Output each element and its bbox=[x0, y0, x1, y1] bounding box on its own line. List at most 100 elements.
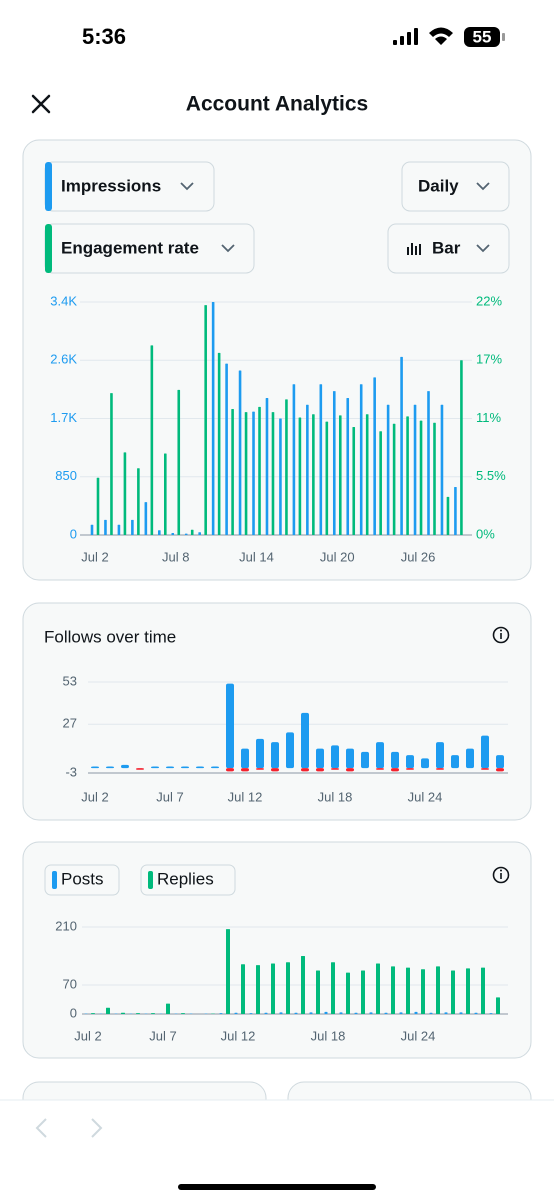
bar bbox=[354, 1012, 358, 1014]
bar bbox=[301, 712, 309, 769]
bar bbox=[391, 751, 399, 769]
bar bbox=[369, 1012, 373, 1014]
bar bbox=[440, 404, 444, 535]
bar bbox=[421, 969, 425, 1014]
x-tick-label: Jul 7 bbox=[149, 1028, 176, 1043]
bar bbox=[436, 768, 444, 770]
x-tick-label: Jul 18 bbox=[318, 789, 353, 804]
bar bbox=[219, 1013, 223, 1014]
bar bbox=[346, 397, 350, 535]
period-dropdown[interactable] bbox=[401, 161, 510, 212]
x-tick-label: Jul 24 bbox=[408, 789, 443, 804]
bar bbox=[413, 404, 417, 535]
bar bbox=[217, 352, 221, 535]
info-icon[interactable] bbox=[492, 866, 510, 884]
bar bbox=[184, 533, 188, 535]
bar bbox=[359, 384, 363, 535]
style-dropdown[interactable] bbox=[387, 223, 510, 274]
x-tick-label: Jul 18 bbox=[311, 1028, 346, 1043]
bar bbox=[292, 384, 296, 535]
bar bbox=[466, 748, 474, 769]
bar bbox=[316, 768, 324, 772]
bar bbox=[414, 1011, 418, 1014]
bar bbox=[181, 1013, 185, 1014]
metric-label: Engagement rate bbox=[61, 238, 199, 257]
bar bbox=[123, 452, 127, 535]
back-button[interactable] bbox=[35, 1118, 47, 1138]
bar bbox=[258, 406, 261, 535]
bar bbox=[90, 524, 94, 535]
bar bbox=[301, 956, 305, 1014]
x-tick-label: Jul 7 bbox=[156, 789, 183, 804]
battery-tip bbox=[502, 33, 505, 41]
bar bbox=[231, 408, 234, 535]
y-tick-label: 27 bbox=[63, 716, 77, 731]
close-button[interactable] bbox=[31, 94, 51, 114]
y-tick-label: 70 bbox=[63, 976, 77, 991]
bar bbox=[256, 768, 264, 770]
bar bbox=[379, 431, 382, 535]
info-icon[interactable] bbox=[492, 626, 510, 644]
bar bbox=[121, 764, 129, 769]
x-tick-label: Jul 2 bbox=[74, 1028, 101, 1043]
y-tick-label: 0 bbox=[70, 1005, 77, 1020]
bar bbox=[117, 524, 121, 535]
bar bbox=[316, 748, 324, 769]
home-indicator bbox=[178, 1184, 376, 1190]
bar bbox=[444, 1012, 448, 1014]
y-tick-label: 850 bbox=[55, 468, 77, 483]
bar bbox=[392, 423, 396, 535]
bar bbox=[489, 1013, 493, 1014]
x-tick-label: Jul 12 bbox=[228, 789, 263, 804]
forward-button[interactable] bbox=[91, 1118, 103, 1138]
bar bbox=[198, 532, 201, 535]
bar bbox=[496, 997, 500, 1014]
bar bbox=[294, 1012, 298, 1014]
x-tick-label: Jul 14 bbox=[239, 549, 274, 564]
bar bbox=[451, 755, 459, 769]
x-tick-label: Jul 8 bbox=[162, 549, 189, 564]
bar bbox=[433, 422, 436, 535]
bar bbox=[406, 755, 414, 769]
bar bbox=[252, 411, 255, 535]
bar bbox=[234, 1012, 238, 1014]
x-tick-label: Jul 12 bbox=[221, 1028, 256, 1043]
bar bbox=[386, 404, 390, 535]
legend-chip bbox=[140, 864, 236, 896]
bar bbox=[373, 377, 376, 535]
bar bbox=[226, 929, 230, 1014]
bar bbox=[204, 305, 207, 535]
bar bbox=[406, 416, 409, 535]
bar bbox=[391, 966, 395, 1014]
bar bbox=[244, 412, 248, 535]
bar bbox=[376, 768, 384, 770]
style-label: Bar bbox=[432, 238, 461, 257]
bar bbox=[211, 302, 215, 535]
bar bbox=[286, 962, 290, 1014]
y-tick-label: 1.7K bbox=[50, 410, 77, 425]
bar bbox=[104, 519, 107, 535]
bar bbox=[331, 962, 335, 1014]
bar bbox=[306, 404, 309, 535]
bar bbox=[429, 1012, 433, 1014]
bar bbox=[365, 414, 369, 535]
metric-label: Impressions bbox=[61, 176, 161, 195]
status-time: 5:36 bbox=[82, 24, 126, 49]
bar bbox=[211, 766, 219, 769]
bar bbox=[324, 1011, 328, 1014]
bar bbox=[249, 1013, 253, 1014]
bar bbox=[481, 735, 489, 769]
y-tick-label: 53 bbox=[63, 673, 77, 688]
bar bbox=[346, 748, 354, 769]
bar bbox=[339, 1012, 343, 1014]
bar bbox=[91, 766, 99, 769]
bar bbox=[436, 966, 440, 1014]
x-tick-label: Jul 2 bbox=[81, 789, 108, 804]
card bbox=[22, 602, 532, 821]
bar bbox=[427, 391, 430, 535]
bar bbox=[391, 768, 399, 772]
bar bbox=[459, 1012, 463, 1014]
legend-swatch bbox=[52, 871, 57, 889]
bar bbox=[238, 370, 242, 535]
